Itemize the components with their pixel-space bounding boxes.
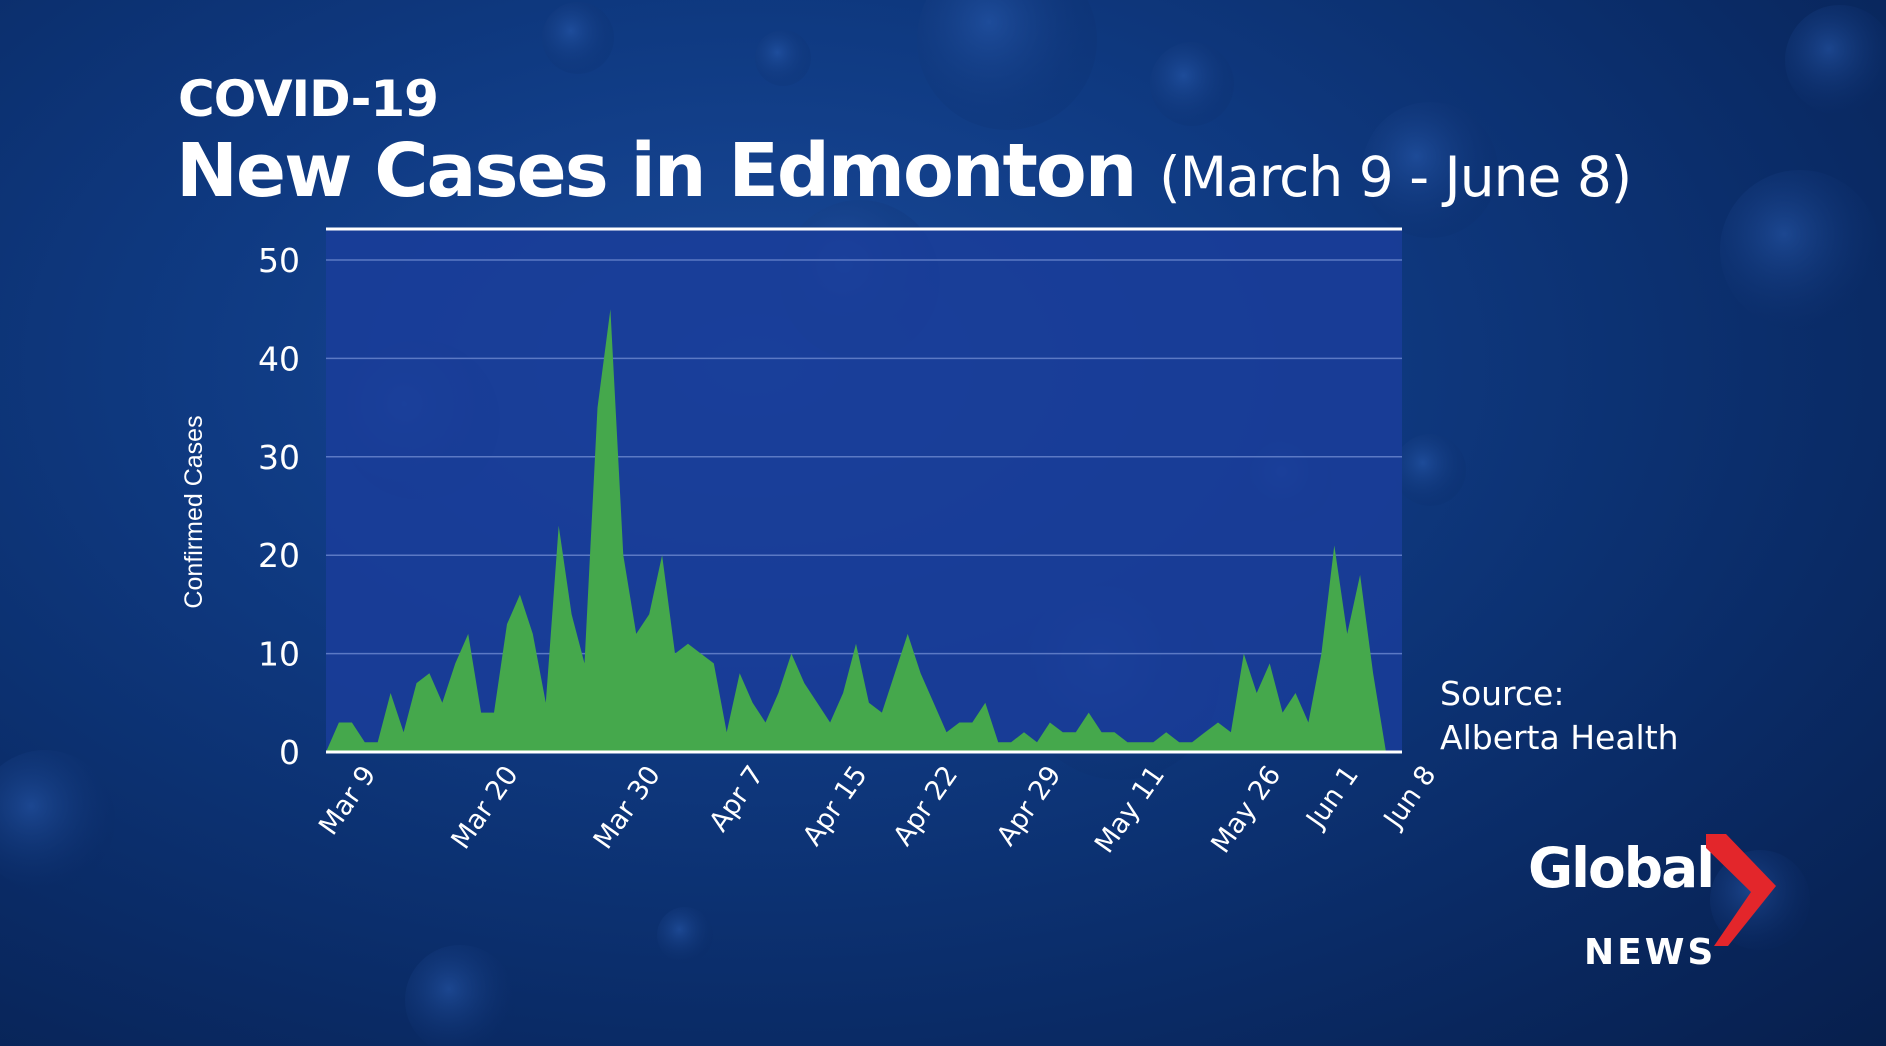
y-tick-label: 30 xyxy=(258,438,300,477)
y-tick-label: 20 xyxy=(258,536,300,575)
y-tick-label: 40 xyxy=(258,339,300,378)
x-tick-label: Apr 22 xyxy=(887,760,964,851)
source-label: Source: xyxy=(1440,674,1565,713)
chart-title: New Cases in Edmonton (March 9 - June 8) xyxy=(176,128,1632,214)
y-axis-label: Confirmed Cases xyxy=(180,415,208,608)
title-date-range: (March 9 - June 8) xyxy=(1159,145,1632,209)
x-tick-label: Mar 30 xyxy=(588,760,667,855)
x-tick-label: Apr 29 xyxy=(991,760,1068,851)
cases-area xyxy=(326,309,1386,752)
source-note: Source: Alberta Health xyxy=(1440,672,1679,760)
logo-wordmark: Global xyxy=(1528,836,1715,900)
x-tick-label: May 26 xyxy=(1205,760,1287,859)
x-tick-label: May 11 xyxy=(1089,760,1171,859)
chart-kicker: COVID-19 xyxy=(178,70,439,128)
logo-news: NEWS xyxy=(1584,932,1717,973)
x-tick-label: Apr 7 xyxy=(703,760,770,837)
x-tick-label: Apr 15 xyxy=(797,760,874,851)
y-tick-label: 50 xyxy=(258,241,300,280)
x-tick-label: Jun 1 xyxy=(1299,760,1365,835)
x-tick-label: Mar 9 xyxy=(313,760,382,841)
title-text: New Cases in Edmonton xyxy=(176,128,1137,214)
y-tick-label: 0 xyxy=(279,733,300,772)
y-axis-ticks: 0 10 20 30 40 50 xyxy=(258,241,300,772)
x-axis-ticks: Mar 9 Mar 20 Mar 30 Apr 7 Apr 15 Apr 22 Apr 29… xyxy=(313,760,1442,859)
y-tick-label: 10 xyxy=(258,635,300,674)
x-tick-label: Jun 8 xyxy=(1377,760,1443,835)
x-tick-label: Mar 20 xyxy=(445,760,524,855)
source-name: Alberta Health xyxy=(1440,718,1679,757)
global-news-logo: Global NEWS xyxy=(1528,834,1776,973)
logo-chevron-icon xyxy=(1706,834,1776,946)
